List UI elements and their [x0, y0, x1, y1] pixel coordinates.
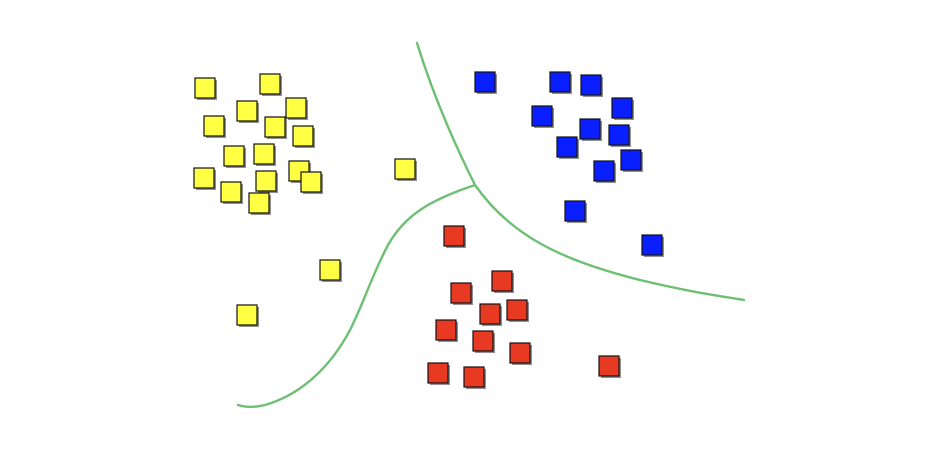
red-square-marker [479, 303, 501, 325]
yellow-cluster [193, 73, 417, 327]
yellow-square-marker [236, 304, 258, 326]
yellow-square-marker [253, 143, 275, 165]
red-square-marker [427, 362, 449, 384]
yellow-square-marker [259, 73, 281, 95]
yellow-square-marker [236, 100, 258, 122]
blue-square-marker [611, 97, 633, 119]
red-square-marker [443, 225, 465, 247]
blue-square-marker [579, 118, 601, 140]
yellow-square-marker [223, 145, 245, 167]
yellow-square-marker [292, 125, 314, 147]
blue-cluster [474, 71, 664, 257]
yellow-square-marker [300, 171, 322, 193]
blue-square-marker [593, 160, 615, 182]
red-square-marker [491, 270, 513, 292]
yellow-square-marker [203, 115, 225, 137]
yellow-square-marker [394, 158, 416, 180]
yellow-square-marker [255, 170, 277, 192]
yellow-square-marker [264, 116, 286, 138]
blue-square-marker [474, 71, 496, 93]
red-square-marker [506, 299, 528, 321]
red-square-marker [509, 342, 531, 364]
yellow-square-marker [248, 192, 270, 214]
blue-square-marker [641, 234, 663, 256]
blue-square-marker [608, 124, 630, 146]
yellow-square-marker [319, 259, 341, 281]
blue-square-marker [549, 71, 571, 93]
blue-square-marker [556, 136, 578, 158]
blue-square-marker [580, 74, 602, 96]
boundary-blue-upper [415, 41, 746, 302]
markers-layer [193, 71, 664, 389]
red-square-marker [598, 355, 620, 377]
blue-square-marker [620, 149, 642, 171]
red-square-marker [463, 366, 485, 388]
red-cluster [427, 225, 621, 389]
yellow-square-marker [194, 77, 216, 99]
red-square-marker [435, 319, 457, 341]
boundary-red-yellow [236, 183, 477, 409]
yellow-square-marker [285, 97, 307, 119]
red-square-marker [450, 282, 472, 304]
yellow-square-marker [220, 181, 242, 203]
blue-square-marker [564, 200, 586, 222]
blue-square-marker [531, 105, 553, 127]
yellow-square-marker [193, 167, 215, 189]
red-square-marker [472, 330, 494, 352]
